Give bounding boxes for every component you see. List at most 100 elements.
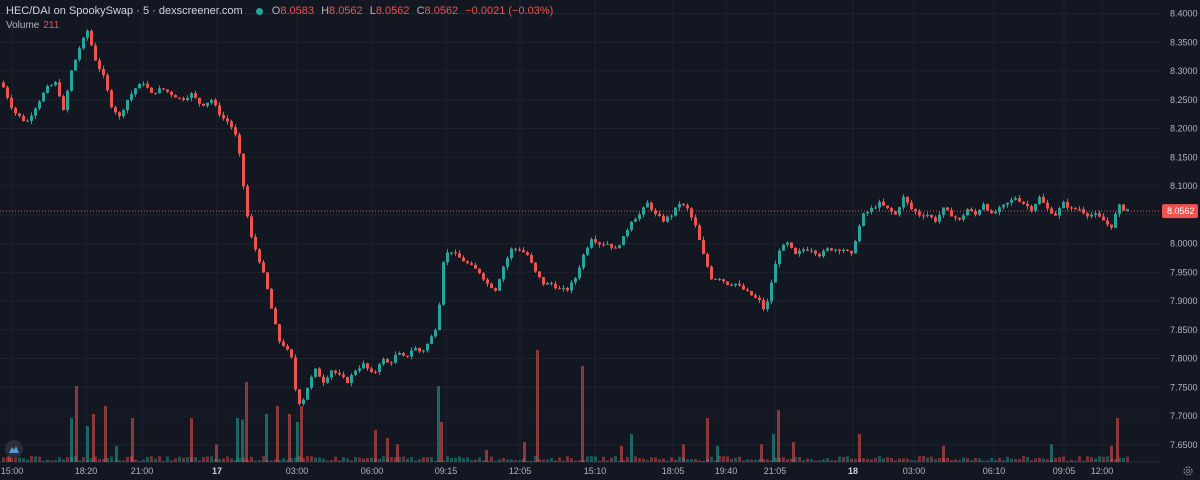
symbol-name[interactable]: HEC/DAI on SpookySwap [6, 5, 134, 17]
candle-body [206, 102, 209, 106]
volume-bar [440, 422, 443, 462]
candles [2, 29, 1129, 406]
candle-body [30, 115, 33, 121]
volume-bar [982, 460, 985, 462]
price-axis: 8.4000 8.3500 8.3000 8.2500 8.2000 8.1500 8.10… [1170, 9, 1198, 450]
candle-body [954, 216, 957, 218]
candle-body [418, 348, 421, 352]
candle-body [358, 368, 361, 371]
volume-bar [746, 459, 749, 462]
candle-body [774, 263, 777, 283]
candle-body [510, 248, 513, 259]
candle-body [494, 288, 497, 291]
volume-bar [138, 460, 141, 462]
volume-bar [241, 419, 244, 462]
candle-body [1022, 201, 1025, 204]
interval[interactable]: 5 [142, 5, 150, 17]
candle-body [694, 217, 697, 226]
volume-bar [215, 444, 218, 462]
time-tick-label: 12:05 [509, 466, 532, 476]
gear-icon[interactable] [1180, 463, 1196, 479]
candle-body [578, 267, 581, 279]
candle-body [1126, 208, 1129, 211]
volume-bar [206, 456, 209, 462]
candle-body [862, 213, 865, 226]
price-tick-label: 8.2500 [1170, 95, 1198, 105]
candle-body [26, 120, 29, 122]
candle-body [730, 284, 733, 286]
dexscreener-logo-icon[interactable] [5, 440, 23, 458]
volume-bar [390, 457, 393, 462]
volume-bar [274, 459, 277, 462]
volume-bar [566, 456, 569, 462]
candle-body [390, 362, 393, 364]
candle-body [1114, 213, 1117, 228]
candle-body [102, 68, 105, 76]
volume-bar [126, 456, 129, 462]
volume-bar [598, 460, 601, 462]
close-value: 8.0562 [424, 5, 459, 17]
volume-bar [606, 460, 609, 462]
candle-body [826, 248, 829, 251]
candle-body [6, 87, 9, 98]
candle-body [1070, 207, 1073, 209]
candle-body [202, 103, 205, 106]
volume-bar [166, 456, 169, 462]
volume-bar [398, 457, 401, 462]
volume-bar [482, 460, 485, 462]
candle-body [294, 357, 297, 390]
volume-bar [362, 458, 365, 462]
volume-bar [1002, 460, 1005, 462]
price-tick-label: 8.0000 [1170, 239, 1198, 249]
volume-bar [716, 446, 719, 462]
candle-body [958, 217, 961, 220]
candle-body [410, 350, 413, 357]
volume-bar [626, 457, 629, 462]
candle-body [94, 45, 97, 61]
volume-bar [230, 458, 233, 462]
volume-bar [454, 457, 457, 462]
volume-bar [234, 460, 237, 462]
high-value: 8.0562 [329, 5, 363, 17]
candle-body [1030, 206, 1033, 211]
volume-bar [574, 460, 577, 462]
volume-bar [302, 457, 305, 462]
candle-body [854, 241, 857, 254]
candle-body [230, 121, 233, 128]
volume-bar [350, 460, 353, 462]
volume-bar [594, 456, 597, 462]
volume-legend[interactable]: Volume 211 [6, 20, 59, 31]
volume-bar [485, 450, 488, 462]
candle-body [58, 82, 61, 97]
volume-bar [1090, 457, 1093, 462]
volume-bar [1106, 456, 1109, 462]
volume-bar [265, 414, 268, 462]
candle-body [1002, 204, 1005, 208]
close-label: C [416, 5, 425, 17]
time-tick-label: 03:00 [286, 466, 309, 476]
candle-body [782, 244, 785, 251]
candle-body [126, 99, 129, 111]
candle-body [966, 209, 969, 216]
volume-bar [470, 460, 473, 462]
volume-bar [682, 444, 685, 462]
open-label: O [271, 5, 281, 17]
change-value: −0.0021 (−0.03%) [465, 5, 554, 17]
candle-body [1090, 214, 1093, 217]
candle-body [90, 30, 93, 46]
candle-body [766, 301, 769, 310]
volume-bar [462, 458, 465, 462]
candle-body [630, 221, 633, 231]
volume-bar [934, 459, 937, 462]
volume-bar [446, 456, 449, 462]
volume-bar [102, 458, 105, 462]
volume-bar [94, 456, 97, 462]
volume-bar [810, 459, 813, 462]
volume-bar [726, 456, 729, 462]
candle-body [10, 97, 13, 108]
volume-bar [1034, 458, 1037, 462]
volume-bar [914, 460, 917, 462]
candle-body [894, 211, 897, 215]
volume-bar [131, 418, 134, 462]
